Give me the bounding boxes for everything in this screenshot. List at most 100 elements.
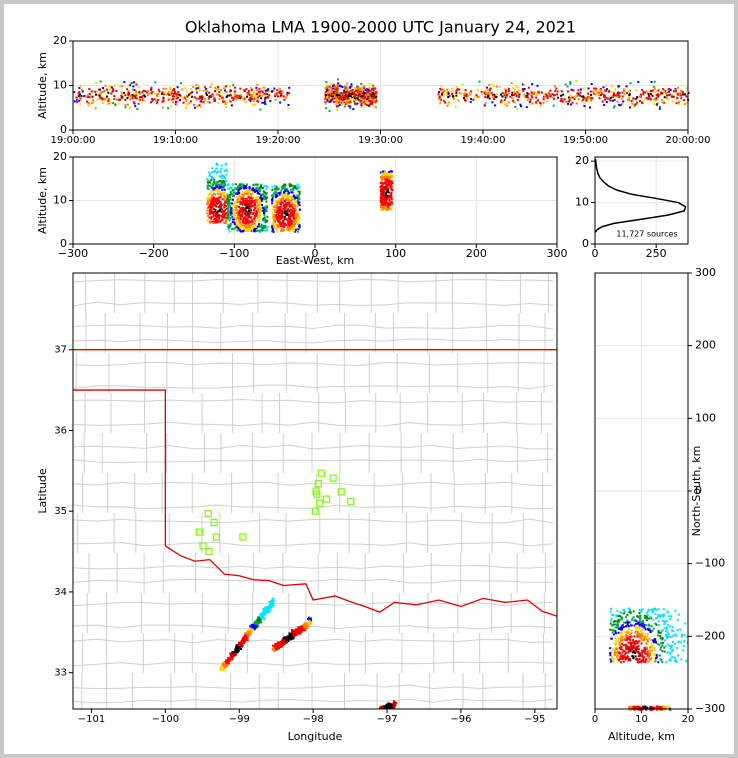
source-cell — [600, 90, 603, 93]
source-cell — [248, 190, 251, 193]
source-cell — [169, 88, 172, 91]
source-cell — [246, 631, 249, 634]
source-cell — [239, 186, 242, 189]
source-cell — [279, 644, 282, 647]
source-cell — [645, 612, 648, 615]
source-cell — [221, 198, 224, 201]
source-cell — [389, 208, 392, 211]
source-cell — [242, 224, 245, 227]
source-cell — [382, 710, 384, 712]
source-cell — [570, 103, 573, 106]
source-cell — [275, 194, 278, 197]
station-marker — [311, 507, 319, 515]
source-cell — [476, 89, 479, 92]
source-cell — [259, 228, 262, 231]
source-cell — [531, 96, 534, 99]
source-cell — [340, 97, 343, 100]
source-cell — [372, 97, 375, 100]
source-cell — [647, 627, 650, 630]
source-cell — [154, 93, 157, 96]
source-cell — [261, 86, 264, 89]
source-cell — [220, 204, 223, 207]
source-cell — [642, 625, 645, 628]
source-cell — [244, 185, 247, 188]
source-cell — [104, 98, 107, 101]
source-cell — [607, 97, 610, 100]
source-cell — [241, 196, 244, 199]
source-cell — [373, 88, 376, 91]
source-cell — [250, 225, 253, 228]
source-cell — [349, 90, 352, 93]
source-cell — [234, 90, 237, 93]
source-cell — [654, 613, 657, 616]
source-cell — [300, 630, 303, 633]
source-cell — [206, 212, 209, 215]
source-cell — [104, 84, 107, 87]
source-cell — [255, 205, 258, 208]
source-cell — [210, 194, 213, 197]
source-cell — [291, 191, 294, 194]
source-cell — [244, 197, 247, 200]
source-cell — [356, 96, 359, 99]
county-line — [73, 458, 554, 463]
source-cell — [226, 223, 229, 226]
source-cell — [112, 101, 115, 104]
source-cell — [247, 214, 250, 217]
source-cell — [487, 92, 490, 95]
source-cell — [388, 203, 391, 206]
source-cell — [623, 650, 626, 653]
source-cell — [512, 86, 515, 89]
source-cell — [129, 96, 132, 99]
source-cell — [210, 206, 213, 209]
source-cell — [469, 93, 472, 96]
source-cell — [583, 96, 586, 99]
source-cell — [218, 205, 221, 208]
source-cell — [623, 88, 626, 91]
source-cell — [229, 94, 232, 97]
source-cell — [229, 214, 232, 217]
source-cell — [208, 184, 211, 187]
source-cell — [232, 188, 235, 191]
source-cell — [220, 219, 223, 222]
source-cell — [387, 179, 390, 182]
source-cell — [248, 629, 251, 632]
source-cell — [215, 171, 218, 174]
source-cell — [124, 98, 127, 101]
map-layer — [73, 273, 557, 712]
source-cell — [382, 189, 385, 192]
source-cell — [394, 704, 397, 707]
source-cell — [258, 95, 261, 98]
source-cell — [242, 194, 245, 197]
source-cell — [274, 203, 277, 206]
source-cell — [632, 616, 635, 619]
source-cell — [504, 88, 507, 91]
source-cell — [346, 101, 349, 104]
source-cell — [657, 89, 660, 92]
source-cell — [669, 625, 672, 628]
source-cell — [605, 101, 608, 104]
source-cell — [615, 651, 618, 654]
source-cell — [388, 704, 391, 707]
source-cell — [655, 89, 658, 92]
source-cell — [206, 177, 209, 180]
source-cell — [246, 92, 249, 95]
source-cell — [294, 222, 297, 225]
source-cell — [354, 88, 357, 91]
source-cell — [226, 195, 229, 198]
source-cell — [118, 98, 121, 101]
source-cell — [80, 94, 83, 97]
source-cell — [659, 646, 662, 649]
source-cell — [652, 89, 655, 92]
source-cell — [298, 629, 301, 632]
source-cell — [277, 641, 280, 644]
source-cell — [150, 88, 153, 91]
source-cell — [223, 185, 226, 188]
source-cell — [215, 211, 218, 214]
source-cell — [293, 208, 296, 211]
source-cell — [663, 101, 666, 104]
source-cell — [270, 606, 273, 609]
source-cell — [366, 90, 369, 93]
source-cell — [353, 95, 356, 98]
source-cell — [292, 204, 295, 207]
county-line — [73, 541, 554, 547]
